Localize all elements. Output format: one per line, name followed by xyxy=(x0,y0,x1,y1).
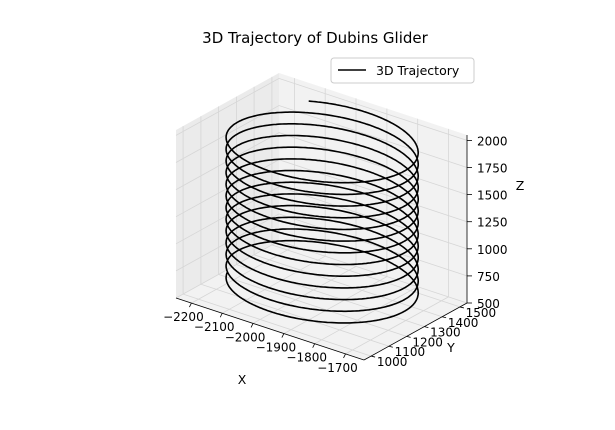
y-tick-mark xyxy=(406,336,411,338)
z-grid-line xyxy=(175,213,468,277)
x-tick-mark xyxy=(312,343,316,348)
trajectory-line xyxy=(225,100,420,324)
z-tick-label: 500 xyxy=(477,297,500,311)
series-layer xyxy=(225,100,420,324)
y-tick-label: 1100 xyxy=(395,345,426,359)
axis-lines xyxy=(175,135,468,361)
back-pane xyxy=(279,73,467,303)
legend: 3D Trajectory xyxy=(330,57,475,84)
legend-label: 3D Trajectory xyxy=(376,63,460,78)
x-tick-mark xyxy=(250,323,254,328)
chart-title: 3D Trajectory of Dubins Glider xyxy=(202,29,428,47)
axis-panes xyxy=(176,73,467,360)
x-tick-mark xyxy=(281,333,285,338)
tick-labels: −2200−2100−2000−1900−1800−1700 1000110012… xyxy=(163,134,507,374)
y-tick-label: 1200 xyxy=(412,335,443,349)
z-grid-line xyxy=(175,186,468,250)
z-tick-label: 750 xyxy=(477,270,500,284)
y-tick-mark xyxy=(371,355,376,358)
z-grid-line xyxy=(175,77,468,141)
y-tick-label: 1400 xyxy=(448,316,479,330)
z-tick-label: 2000 xyxy=(477,134,508,148)
y-tick-label: 1000 xyxy=(377,355,408,369)
y-axis-line xyxy=(363,302,468,361)
z-axis-label: Z xyxy=(516,178,525,193)
y-tick-label: 1500 xyxy=(466,306,497,320)
x-tick-label: −1900 xyxy=(256,341,297,355)
z-grid-line xyxy=(175,105,468,168)
y-tick-label: 1300 xyxy=(430,326,461,340)
x-tick-label: −1800 xyxy=(286,351,327,365)
x-tick-mark xyxy=(189,302,192,308)
y-tick-mark xyxy=(424,326,429,328)
z-tick-label: 1250 xyxy=(477,216,508,230)
x-tick-label: −2200 xyxy=(163,310,204,324)
floor-pane xyxy=(176,241,467,360)
x-tick-mark xyxy=(219,313,223,318)
legend-box xyxy=(330,57,475,84)
x-tick-label: −1700 xyxy=(317,361,358,375)
y-tick-mark xyxy=(388,345,393,348)
z-tick-label: 1000 xyxy=(477,243,508,257)
x-axis-line xyxy=(175,297,365,361)
y-tick-mark xyxy=(442,316,447,319)
x-tick-label: −2100 xyxy=(194,320,235,334)
y-tick-mark xyxy=(459,306,464,309)
z-tick-label: 1750 xyxy=(477,162,508,176)
z-grid-line xyxy=(175,132,468,195)
x-tick-mark xyxy=(343,353,346,359)
z-tick-label: 1500 xyxy=(477,189,508,203)
side-pane xyxy=(176,73,279,298)
x-axis-label: X xyxy=(238,372,247,387)
x-tick-label: −2000 xyxy=(225,330,266,344)
y-axis-label: Y xyxy=(446,340,455,355)
